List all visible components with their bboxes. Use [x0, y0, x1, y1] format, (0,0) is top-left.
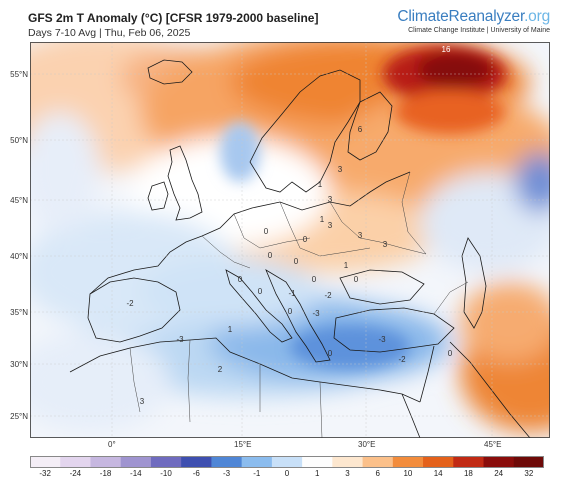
colorbar-swatch: [60, 456, 91, 468]
colorbar-tick-label: -18: [99, 469, 112, 478]
anomaly-label: -3: [312, 309, 320, 318]
colorbar-swatch: [513, 456, 544, 468]
colorbar-tick-label: 32: [524, 469, 534, 478]
map-frame: [30, 42, 550, 438]
colorbar-swatch: [362, 456, 394, 468]
colorbar-swatch: [30, 456, 61, 468]
brand-subtitle: Climate Change Institute | University of…: [408, 27, 550, 34]
anomaly-label: 3: [328, 195, 333, 204]
anomaly-label: 0: [258, 287, 263, 296]
colorbar-tick-label: 0: [284, 469, 290, 478]
anomaly-label: -1: [288, 289, 296, 298]
anomaly-label: 0: [264, 227, 269, 236]
colorbar-swatch: [181, 456, 212, 468]
colorbar-swatch: [392, 456, 424, 468]
anomaly-label: 3: [383, 240, 388, 249]
anomaly-label: -3: [378, 335, 386, 344]
colorbar-swatch: [453, 456, 485, 468]
anomaly-label: 0: [238, 275, 243, 284]
colorbar-tick-label: -24: [69, 469, 82, 478]
anomaly-label: 0: [268, 251, 273, 260]
anomaly-label: 1: [344, 261, 349, 270]
lon-label-45e: 45°E: [484, 440, 502, 449]
anomaly-label: 3: [140, 397, 145, 406]
brand-logo[interactable]: ClimateReanalyzer.org: [397, 8, 550, 26]
colorbar-swatch: [423, 456, 454, 468]
anomaly-label: 3: [358, 231, 363, 240]
lat-label-55: 55°N: [10, 70, 28, 79]
anomaly-label: 0: [294, 257, 299, 266]
brand-tld: .org: [524, 8, 550, 25]
lon-label-30e: 30°E: [358, 440, 376, 449]
anomaly-label: 0: [312, 275, 317, 284]
lat-label-50: 50°N: [10, 136, 28, 145]
colorbar-swatch: [120, 456, 152, 468]
anomaly-label: 2: [218, 365, 223, 374]
colorbar-tick-label: -1: [253, 469, 261, 478]
colorbar-tick-label: -10: [160, 469, 172, 478]
colorbar-swatch: [483, 456, 515, 468]
anomaly-label: 3: [328, 221, 333, 230]
anomaly-label: 1: [228, 325, 233, 334]
anomaly-label: -2: [126, 299, 134, 308]
colorbar-tick-label: 10: [403, 469, 413, 478]
lat-label-45: 45°N: [10, 196, 28, 205]
lat-label-35: 35°N: [10, 308, 28, 317]
colorbar-swatch: [150, 456, 182, 468]
anomaly-label: 1: [318, 180, 323, 189]
lat-label-30: 30°N: [10, 360, 28, 369]
anomaly-label: 0: [448, 349, 453, 358]
colorbar-swatch: [211, 456, 243, 468]
colorbar-frame: [30, 456, 544, 468]
anomaly-label: 0: [288, 307, 293, 316]
colorbar-tick-label: -3: [222, 469, 231, 478]
colorbar-swatch: [302, 456, 333, 468]
map-title: GFS 2m T Anomaly (°C) [CFSR 1979-2000 ba…: [28, 11, 319, 25]
brand-name: ClimateReanalyzer: [397, 8, 525, 25]
anomaly-label: -3: [176, 335, 184, 344]
lon-label-0: 0°: [108, 440, 116, 449]
lon-label-15e: 15°E: [234, 440, 252, 449]
anomaly-label: 0: [328, 349, 333, 358]
anomaly-label: 0: [354, 275, 359, 284]
colorbar-tick-label: 18: [463, 469, 473, 478]
anomaly-label: 16: [442, 45, 451, 54]
anomaly-label: -2: [324, 291, 332, 300]
anomaly-label: 0: [303, 235, 308, 244]
colorbar-swatch: [241, 456, 273, 468]
colorbar-tick-label: -32: [39, 469, 51, 478]
colorbar-tick-label: 3: [345, 469, 350, 478]
anomaly-label: 6: [358, 125, 363, 134]
colorbar-tick-label: -14: [130, 469, 142, 478]
colorbar-tick-label: 1: [315, 469, 320, 478]
anomaly-label: -2: [398, 355, 406, 364]
anomaly-label: 3: [338, 165, 343, 174]
colorbar-tick-label: 6: [375, 469, 380, 478]
lat-label-40: 40°N: [10, 252, 28, 261]
borders: [129, 171, 469, 438]
colorbar-tick-label: -6: [192, 469, 200, 478]
colorbar: [30, 456, 544, 468]
gridlines: [30, 42, 550, 438]
colorbar-swatch: [90, 456, 122, 468]
anomaly-label: 1: [320, 215, 325, 224]
map-subtitle: Days 7-10 Avg | Thu, Feb 06, 2025: [28, 27, 191, 39]
colorbar-swatch: [271, 456, 303, 468]
colorbar-swatch: [332, 456, 364, 468]
coastlines: [69, 59, 531, 438]
colorbar-tick-label: 14: [433, 469, 443, 478]
colorbar-tick-label: 24: [494, 469, 504, 478]
lat-label-25: 25°N: [10, 412, 28, 421]
